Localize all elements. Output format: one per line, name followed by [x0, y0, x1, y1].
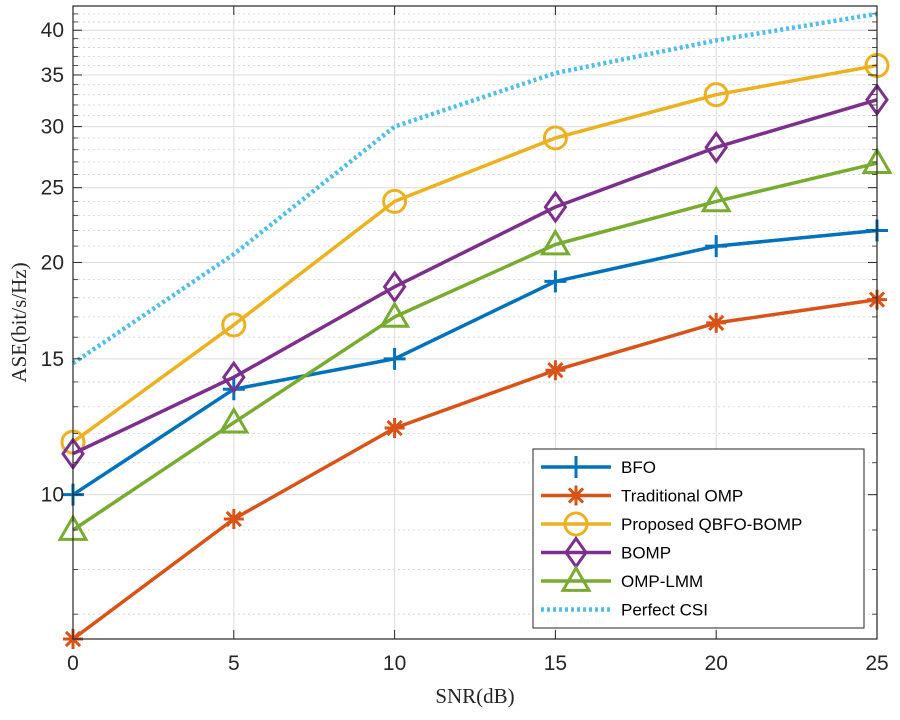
legend-label-bfo: BFO [621, 458, 656, 477]
data-point-bfo [383, 347, 406, 370]
data-point-proposed-qbfo-bomp [382, 188, 408, 214]
series-perfect-csi [71, 11, 878, 366]
x-tick-label: 15 [544, 652, 567, 675]
data-point-bfo [544, 270, 567, 293]
series-line-proposed-qbfo-bomp [71, 63, 878, 444]
series-line-bfo [72, 228, 878, 497]
legend-label-perfect-csi: Perfect CSI [621, 601, 708, 620]
data-point-proposed-qbfo-bomp [221, 312, 247, 338]
y-axis-label: ASE(bit/s/Hz) [7, 262, 31, 382]
data-point-bomp [704, 130, 729, 164]
series-bomp [61, 83, 889, 471]
data-point-traditional-omp [706, 312, 727, 333]
x-axis-label: SNR(dB) [435, 684, 514, 708]
data-point-omp-lmm [378, 300, 411, 328]
data-point-proposed-qbfo-bomp [542, 125, 568, 151]
y-tick-label: 25 [41, 177, 64, 200]
y-tick-label: 10 [41, 484, 64, 507]
plot-frame [72, 5, 878, 640]
x-tick-label: 5 [228, 652, 240, 675]
data-point-omp-lmm [700, 185, 732, 213]
axes [72, 5, 878, 640]
y-tick-label: 20 [41, 251, 64, 274]
data-point-traditional-omp [545, 360, 566, 381]
legend-label-omp-lmm: OMP-LMM [621, 572, 703, 591]
y-tick-label: 15 [41, 348, 64, 371]
series-omp-lmm [57, 147, 893, 541]
data-point-bomp [543, 190, 568, 224]
series-line-bomp [72, 98, 878, 456]
legend-marker-omp-lmm [560, 565, 592, 592]
x-tick-label: 25 [865, 652, 888, 675]
series-line-traditional-omp [71, 297, 878, 641]
data-point-bomp [221, 360, 246, 394]
legend: BFO Traditional OMP Proposed QBFO-BOMP BOMP… [532, 448, 865, 629]
legend-label-traditional-omp: Traditional OMP [621, 487, 743, 506]
legend-marker-bfo [565, 456, 587, 478]
y-tick-label: 40 [41, 19, 64, 42]
y-tick-label: 35 [41, 64, 64, 87]
data-point-traditional-omp [384, 418, 405, 439]
series-line-perfect-csi [71, 11, 878, 366]
x-tick-label: 10 [383, 652, 406, 675]
data-point-omp-lmm [218, 406, 250, 434]
legend-label-proposed-qbfo-bomp: Proposed QBFO-BOMP [621, 515, 802, 534]
legend-marker-proposed-qbfo-bomp [563, 511, 589, 537]
series-layer [57, 11, 893, 649]
x-tick-label: 0 [67, 652, 79, 675]
x-tick-label: 20 [705, 652, 728, 675]
data-point-bomp [382, 270, 407, 304]
data-point-proposed-qbfo-bomp [703, 82, 729, 108]
data-point-traditional-omp [223, 508, 244, 529]
data-point-omp-lmm [539, 228, 572, 256]
data-point-bfo [705, 235, 728, 258]
tick-labels: 10 15 20 25 30 35 40 0 5 10 15 20 25 [41, 19, 889, 675]
series-proposed-qbfo-bomp [60, 53, 890, 455]
legend-label-bomp: BOMP [621, 544, 671, 563]
y-tick-label: 30 [41, 116, 64, 139]
series-line-omp-lmm [72, 161, 878, 532]
legend-box [532, 448, 865, 629]
legend-marker-traditional-omp [566, 485, 586, 506]
